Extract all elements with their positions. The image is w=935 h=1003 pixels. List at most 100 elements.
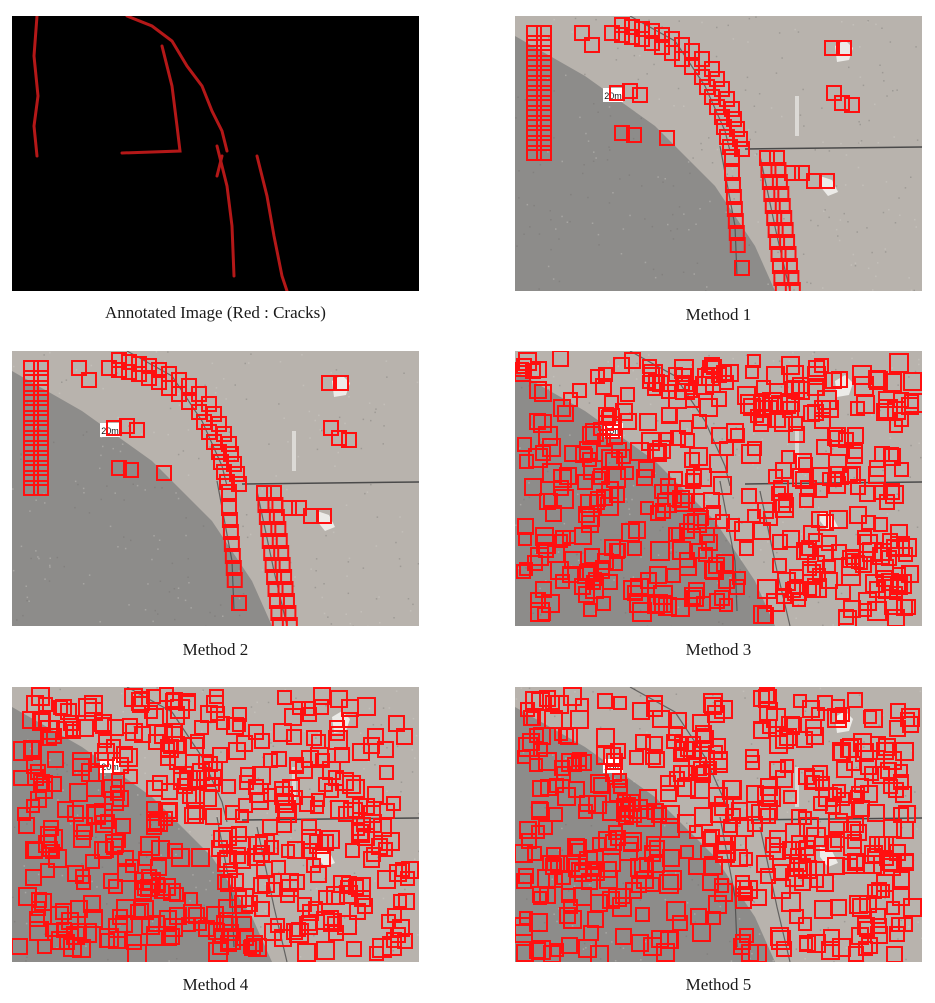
detection-box <box>261 533 278 549</box>
detection-box <box>555 530 571 546</box>
detection-box <box>709 454 728 473</box>
detection-box <box>105 834 124 853</box>
detection-box <box>271 533 288 549</box>
detection-box <box>67 805 84 822</box>
detection-box <box>150 859 167 876</box>
crack-line <box>215 144 236 278</box>
detection-box <box>846 442 863 459</box>
detection-box <box>756 855 774 873</box>
caption-method-5: Method 5 <box>685 975 752 994</box>
crack-line <box>120 44 182 155</box>
detection-box <box>646 836 661 851</box>
detection-box <box>830 466 849 485</box>
detection-box <box>711 391 727 407</box>
detection-box <box>783 790 797 804</box>
detection-box <box>212 938 229 955</box>
detection-box <box>270 521 287 537</box>
detection-box <box>840 739 859 758</box>
detection-box <box>45 844 60 859</box>
detection-box <box>793 694 807 708</box>
detection-box <box>781 258 798 274</box>
detection-box <box>725 189 742 205</box>
detection-box <box>886 539 904 557</box>
detection-box <box>569 839 587 857</box>
annotated-image <box>12 16 419 291</box>
detection-box <box>869 460 886 477</box>
detection-box <box>806 775 820 789</box>
detection-box <box>335 772 354 791</box>
detection-box <box>770 246 787 262</box>
detection-box <box>613 696 627 710</box>
detection-box <box>84 909 103 928</box>
detection-box <box>57 801 74 818</box>
detection-box <box>519 562 533 576</box>
detection-box <box>23 400 39 416</box>
detection-box <box>282 779 300 797</box>
detection-box <box>348 879 364 895</box>
detection-box <box>160 739 179 758</box>
detection-box <box>821 941 840 960</box>
detection-box <box>557 405 574 422</box>
detection-box <box>529 413 546 430</box>
detection-box <box>832 784 846 798</box>
detection-box <box>141 370 157 386</box>
detection-box <box>602 408 620 426</box>
detection-box <box>795 471 813 489</box>
detection-box <box>711 427 728 444</box>
detection-box <box>55 699 72 716</box>
detection-box <box>614 27 630 43</box>
detection-box <box>781 450 795 464</box>
detection-box <box>788 416 803 431</box>
detection-box <box>223 536 240 552</box>
detection-box <box>536 105 552 121</box>
detection-box <box>651 807 667 823</box>
detection-box <box>531 825 545 839</box>
detection-box <box>659 130 675 146</box>
detection-box <box>526 125 542 141</box>
scale-label: 20m <box>101 426 119 436</box>
detection-box <box>221 779 236 794</box>
detection-box <box>388 715 405 732</box>
detection-box <box>572 383 587 398</box>
detection-box <box>796 542 814 560</box>
detection-box <box>730 428 745 443</box>
detection-box <box>670 430 686 446</box>
detection-box <box>550 695 569 714</box>
detection-box <box>753 722 770 739</box>
detection-box <box>861 937 878 954</box>
detection-box <box>542 855 558 871</box>
detection-box <box>183 904 202 923</box>
detection-box <box>843 821 861 839</box>
detection-box <box>518 737 538 757</box>
detection-box <box>340 880 354 894</box>
detection-box <box>248 938 267 957</box>
detection-box <box>707 911 721 925</box>
detection-box <box>828 427 843 442</box>
detection-box <box>869 371 888 390</box>
detection-box <box>693 468 712 487</box>
detection-box <box>578 804 593 819</box>
detection-box <box>536 25 552 41</box>
detection-box <box>760 868 776 884</box>
detection-box <box>212 747 228 763</box>
detection-box <box>776 210 793 226</box>
detection-box <box>788 426 805 443</box>
detection-box <box>852 898 871 917</box>
detection-box <box>33 480 49 496</box>
detection-box <box>94 714 112 732</box>
detection-box <box>649 445 665 461</box>
detection-box <box>654 484 669 499</box>
detection-box <box>280 605 297 621</box>
detection-box <box>181 917 196 932</box>
detection-box <box>784 282 801 291</box>
detection-box <box>257 497 274 513</box>
detection-box <box>883 819 902 838</box>
detection-box <box>270 918 285 933</box>
detection-box <box>523 710 539 726</box>
detection-box <box>578 506 595 523</box>
detection-box <box>901 565 919 583</box>
detection-box <box>515 924 533 943</box>
detection-box <box>598 367 613 382</box>
detection-box <box>75 869 90 884</box>
detection-box <box>753 395 770 412</box>
